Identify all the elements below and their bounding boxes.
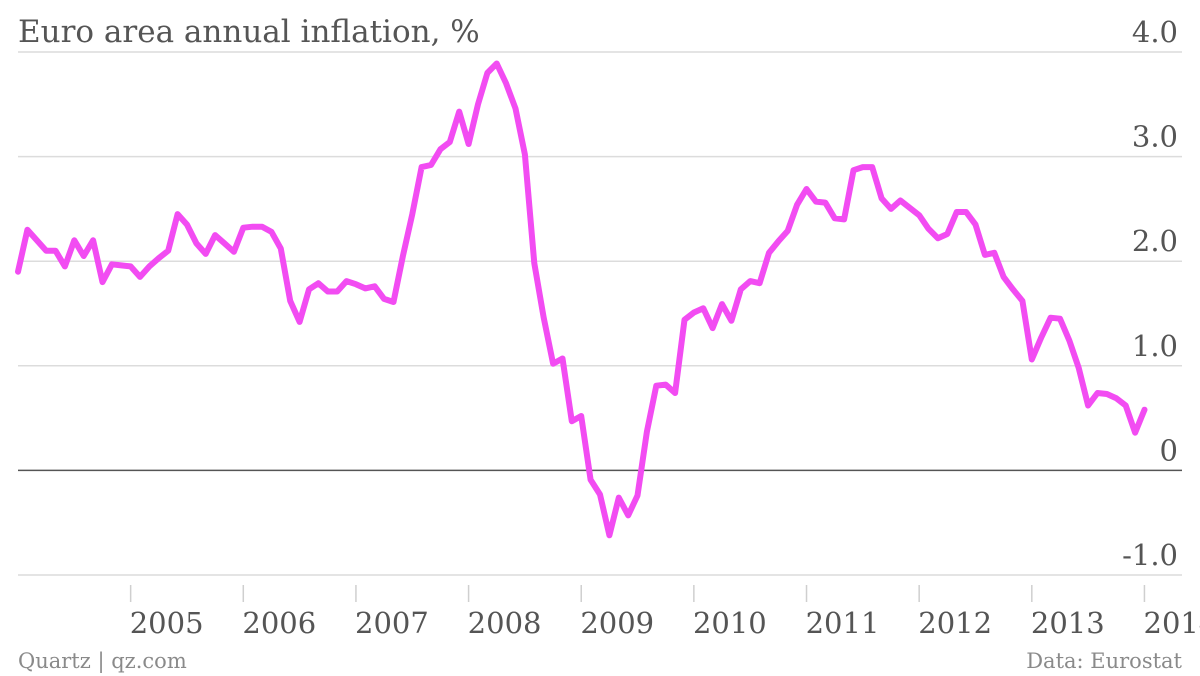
x-axis-labels: 2005 2006 2007 2008 2009 2010 2011 2012 2013 2014 <box>130 606 1200 640</box>
y-tick-label: 4.0 <box>1132 15 1178 49</box>
x-tick-label: 2011 <box>806 606 880 640</box>
x-tick-label: 2008 <box>468 606 542 640</box>
chart-title: Euro area annual inflation, % <box>18 14 480 50</box>
x-tick-label: 2012 <box>918 606 992 640</box>
x-tick-label: 2013 <box>1031 606 1105 640</box>
y-tick-label: 1.0 <box>1132 329 1178 363</box>
x-tick-label: 2010 <box>693 606 767 640</box>
source-text: Data: Eurostat <box>1026 649 1182 673</box>
x-tick-marks <box>129 585 1146 602</box>
x-tick-label: 2005 <box>130 606 204 640</box>
y-gridlines <box>18 51 1182 576</box>
x-tick-label: 2009 <box>580 606 654 640</box>
x-tick-label: 2007 <box>355 606 429 640</box>
y-tick-label: -1.0 <box>1122 538 1178 572</box>
inflation-series-line <box>15 60 1148 539</box>
y-tick-label: 3.0 <box>1132 120 1178 154</box>
y-tick-label: 0 <box>1160 433 1178 467</box>
y-tick-label: 2.0 <box>1132 224 1178 258</box>
y-axis-labels: 4.0 3.0 2.0 1.0 0 -1.0 <box>1122 15 1178 572</box>
x-tick-label: 2006 <box>242 606 316 640</box>
x-tick-label: 2014 <box>1144 606 1200 640</box>
credit-text: Quartz | qz.com <box>18 649 187 674</box>
